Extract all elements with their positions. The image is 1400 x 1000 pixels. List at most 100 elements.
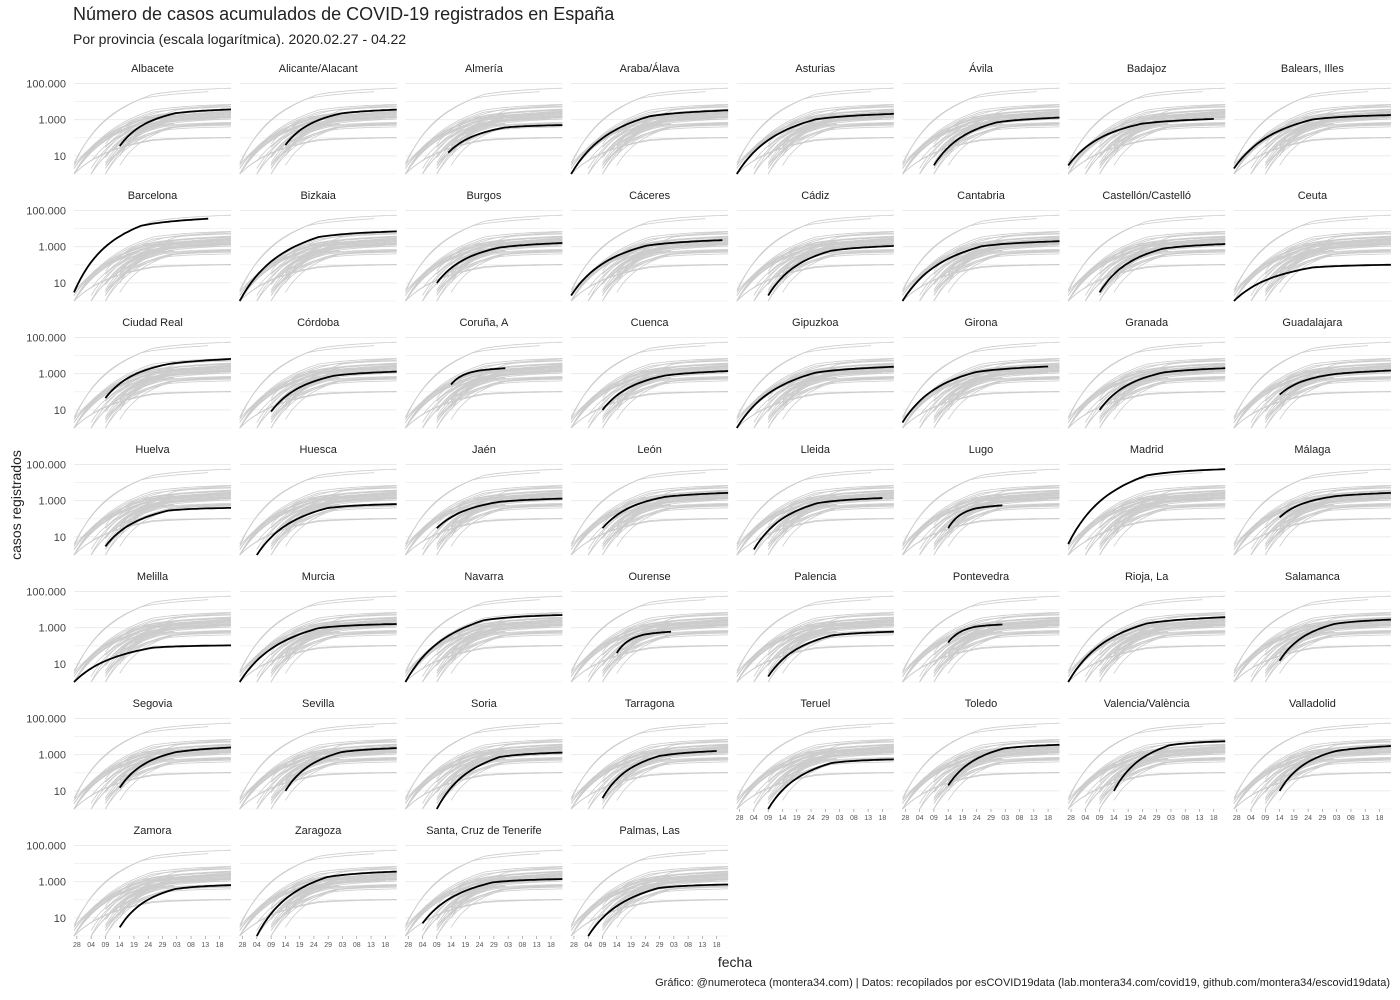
background-series-line <box>736 233 894 302</box>
x-tick-label: 18 <box>381 942 389 949</box>
facet-title: Santa, Cruz de Tenerife <box>426 825 541 837</box>
background-series-line <box>736 468 894 545</box>
background-series-line <box>1233 106 1391 175</box>
background-series-line <box>239 468 397 545</box>
background-series-line <box>1067 487 1226 556</box>
background-series-line <box>450 884 563 928</box>
background-series-line <box>422 624 563 670</box>
background-series-line <box>119 376 232 420</box>
background-series-line <box>1084 363 1226 429</box>
background-series-line <box>119 757 232 801</box>
x-tick-label: 24 <box>1304 815 1312 822</box>
background-series-line <box>602 505 729 556</box>
highlight-series-line <box>736 112 894 175</box>
facet-title: Huesca <box>300 444 338 456</box>
facet-title: Navarra <box>464 571 504 583</box>
background-series-line <box>1067 263 1226 302</box>
background-series-line <box>1264 632 1391 683</box>
x-tick-label: 03 <box>1333 815 1341 822</box>
background-series-line <box>767 124 894 175</box>
background-series-line <box>782 620 894 665</box>
highlight-series-line <box>1098 243 1226 293</box>
background-series-line <box>239 263 397 302</box>
background-series-line <box>1084 122 1226 175</box>
y-tick-label: 1.000 <box>38 750 66 762</box>
background-series-line <box>919 751 1060 797</box>
background-series-line <box>570 899 729 937</box>
background-series-line <box>947 613 1060 665</box>
x-tick-label: 28 <box>1067 815 1075 822</box>
facet-panel: Málaga <box>1233 444 1391 556</box>
background-series-line <box>73 468 232 545</box>
background-series-line <box>450 740 563 792</box>
background-series-line <box>1084 376 1226 429</box>
background-series-line <box>753 617 894 683</box>
background-series-line <box>422 249 563 302</box>
background-series-line <box>105 496 220 545</box>
background-series-line <box>450 232 563 284</box>
background-series-line <box>1233 595 1391 672</box>
x-tick-label: 09 <box>930 815 938 822</box>
background-series-line <box>1279 613 1391 665</box>
background-series-line <box>73 722 232 799</box>
facet-title: Lugo <box>969 444 993 456</box>
background-series-line <box>105 623 220 672</box>
y-tick-label: 1.000 <box>38 623 66 635</box>
x-tick-label: 08 <box>519 942 527 949</box>
background-series-line <box>270 242 386 291</box>
background-series-line <box>90 617 232 683</box>
background-series-line <box>1084 236 1226 302</box>
highlight-series-line <box>1279 369 1391 396</box>
highlight-series-line <box>947 743 1060 786</box>
background-series-line <box>902 106 1060 175</box>
background-series-line <box>767 378 894 429</box>
background-series-line <box>1084 249 1226 302</box>
background-series-line <box>1279 249 1391 293</box>
background-series-line <box>753 751 894 797</box>
x-tick-label: 13 <box>1361 815 1369 822</box>
background-series-line <box>119 630 232 674</box>
facet-title: Segovia <box>133 698 174 710</box>
x-tick-label: 04 <box>1081 815 1089 822</box>
background-series-line <box>782 747 894 792</box>
x-tick-label: 14 <box>1276 815 1284 822</box>
background-series-line <box>90 370 232 416</box>
facet-panel: Cuenca <box>570 317 729 429</box>
background-series-line <box>422 376 563 429</box>
x-tick-label: 19 <box>959 815 967 822</box>
background-series-line <box>450 486 563 538</box>
background-series-line <box>902 595 1060 672</box>
background-series-line <box>405 518 563 556</box>
background-series-line <box>587 363 729 429</box>
facet-title: Ourense <box>628 571 670 583</box>
background-series-line <box>602 124 729 175</box>
background-series-line <box>782 740 894 792</box>
background-series-line <box>602 251 729 302</box>
background-series-line <box>90 376 231 429</box>
background-series-line <box>919 249 1060 302</box>
background-series-line <box>919 497 1060 543</box>
background-series-line <box>602 886 729 937</box>
x-tick-label: 09 <box>1261 815 1269 822</box>
facet-panel: Teruel 28 04 09 14 19 24 29 03 08 13 18 <box>736 698 894 822</box>
background-series-line <box>933 750 1049 799</box>
background-series-line <box>239 772 397 810</box>
background-series-line <box>933 251 1060 302</box>
facet-panel: Burgos <box>405 190 563 302</box>
background-series-line <box>902 741 1060 810</box>
background-series-line <box>782 376 894 420</box>
x-tick-label: 09 <box>102 942 110 949</box>
background-series-line <box>450 112 563 157</box>
y-tick-label: 100.000 <box>26 713 66 725</box>
background-series-line <box>1264 623 1380 672</box>
background-series-line <box>902 645 1060 683</box>
background-series-line <box>119 359 232 411</box>
background-series-line <box>919 757 1060 810</box>
background-series-line <box>405 772 563 810</box>
facet-title: Gipuzkoa <box>792 317 839 329</box>
background-series-line <box>270 496 386 545</box>
background-series-line <box>736 595 894 672</box>
background-series-line <box>1250 630 1391 683</box>
facet-panel: Tarragona <box>570 698 729 810</box>
background-series-line <box>239 595 397 672</box>
